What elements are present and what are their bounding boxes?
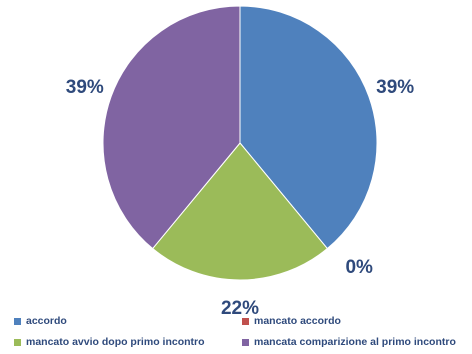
- legend-item-mancato-accordo: mancato accordo: [242, 315, 341, 327]
- legend-item-mancato-avvio: mancato avvio dopo primo incontro: [14, 336, 205, 348]
- pie-slice: [239, 5, 378, 250]
- legend-swatch: [14, 338, 21, 346]
- legend-swatch: [14, 317, 21, 325]
- legend-item-accordo: accordo: [14, 315, 67, 327]
- pie-slices: [102, 5, 378, 281]
- legend-item-mancata-comparizione: mancata comparizione al primo incontro: [242, 336, 456, 348]
- legend-label: mancata comparizione al primo incontro: [254, 336, 456, 348]
- pie-slice: [151, 142, 329, 281]
- pie-data-label: 0%: [345, 257, 373, 278]
- chart-legend: accordo mancato accordo mancato avvio do…: [12, 312, 472, 354]
- legend-swatch: [242, 338, 249, 346]
- pie-slice: [102, 5, 241, 250]
- pie-data-label: 39%: [66, 77, 104, 98]
- legend-label: accordo: [26, 315, 67, 327]
- legend-label: mancato accordo: [254, 315, 341, 327]
- pie-data-label: 22%: [221, 298, 259, 319]
- legend-label: mancato avvio dopo primo incontro: [26, 336, 205, 348]
- legend-swatch: [242, 317, 249, 325]
- pie-labels: 39% 0% 22% 39%: [66, 77, 415, 319]
- pie-data-label: 39%: [376, 77, 414, 98]
